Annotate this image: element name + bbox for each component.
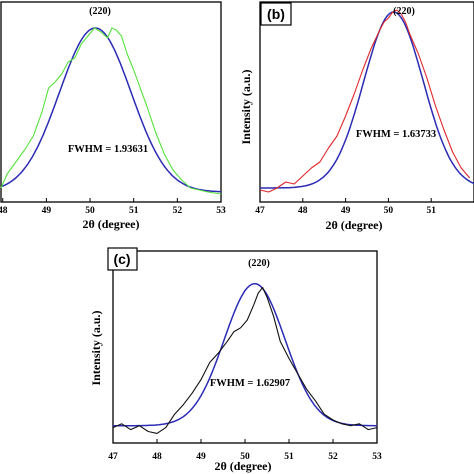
panel-b-data-line bbox=[259, 9, 471, 193]
panel-a-plot-area bbox=[0, 1, 222, 203]
panel-b-ticks: 47 48 49 50 51 bbox=[255, 198, 436, 216]
panel-c-tag-box bbox=[107, 247, 138, 271]
panel-b: 47 48 49 50 51 (b) (220) FWHM = 1.63733 Inte… bbox=[239, 1, 474, 232]
panel-a-data-layer bbox=[0, 27, 222, 195]
panel-a-x-tick-label: 52 bbox=[173, 206, 183, 216]
panel-c-ticks: 47 48 49 50 51 52 53 bbox=[108, 439, 382, 462]
panel-c-y-axis-label: Intensity (a.u.) bbox=[89, 310, 103, 385]
panel-b-x-tick-label: 47 bbox=[255, 206, 265, 216]
panel-c-x-tick-label: 51 bbox=[284, 452, 294, 462]
panel-a-x-axis-label: 2θ (degree) bbox=[82, 217, 139, 231]
panel-b-tag-box bbox=[260, 2, 292, 26]
panel-a-x-tick-label: 48 bbox=[0, 206, 8, 216]
panel-a-data-line bbox=[0, 27, 222, 195]
panel-c-x-tick-label: 50 bbox=[240, 452, 250, 462]
panel-a: 48 49 50 51 52 53 (220) FWHM = 1.93631 2θ (de… bbox=[0, 1, 226, 231]
panel-c-x-tick-label: 49 bbox=[196, 452, 206, 462]
panel-c-peak-label: (220) bbox=[248, 258, 270, 269]
panel-c-tag: (c) bbox=[113, 251, 130, 267]
panel-c-data-line bbox=[112, 286, 378, 434]
panel-a-x-tick-label: 50 bbox=[85, 206, 95, 216]
panel-a-fit-curve bbox=[0, 27, 221, 193]
panel-b-x-tick-label: 51 bbox=[426, 206, 436, 216]
panel-c-x-tick-label: 52 bbox=[328, 452, 338, 462]
panel-b-peak-label: (220) bbox=[393, 6, 415, 17]
panel-b-tag: (b) bbox=[267, 6, 285, 22]
panel-b-fwhm-label: FWHM = 1.63733 bbox=[356, 129, 436, 140]
panel-b-x-tick-label: 49 bbox=[341, 206, 351, 216]
panel-c-x-axis-label: 2θ (degree) bbox=[214, 459, 271, 473]
panel-c-x-tick-label: 48 bbox=[152, 452, 162, 462]
panel-a-ticks: 48 49 50 51 52 53 bbox=[0, 198, 226, 216]
panel-b-x-tick-label: 48 bbox=[298, 206, 308, 216]
panel-a-peak-label: (220) bbox=[89, 6, 111, 17]
panel-a-x-tick-label: 49 bbox=[42, 206, 52, 216]
panel-c-fwhm-label: FWHM = 1.62907 bbox=[210, 378, 290, 389]
panel-c-fit-curve bbox=[113, 282, 377, 427]
panel-c-data-layer bbox=[112, 286, 378, 434]
panel-c-x-tick-label: 47 bbox=[108, 452, 118, 462]
panel-a-x-tick-label: 53 bbox=[216, 206, 226, 216]
panel-b-y-axis-label: Intensity (a.u.) bbox=[239, 69, 253, 144]
panel-c-x-tick-label: 53 bbox=[372, 452, 382, 462]
panel-a-x-tick-label: 51 bbox=[129, 206, 139, 216]
panel-b-plot-area bbox=[259, 1, 474, 203]
panel-c-fit-layer bbox=[113, 282, 377, 427]
panel-b-x-tick-label: 50 bbox=[384, 206, 394, 216]
panel-b-fit-layer bbox=[260, 11, 474, 189]
panel-a-fit-layer bbox=[0, 27, 221, 193]
panel-b-x-axis-label: 2θ (degree) bbox=[325, 218, 382, 232]
panel-c: 47 48 49 50 51 52 53 (c) (220) FWHM = 1.62907 … bbox=[89, 247, 382, 473]
panel-c-plot-area bbox=[112, 250, 378, 444]
panel-b-fit-curve bbox=[260, 11, 474, 189]
panel-a-fwhm-label: FWHM = 1.93631 bbox=[68, 144, 148, 155]
panel-b-data-layer bbox=[259, 9, 471, 193]
